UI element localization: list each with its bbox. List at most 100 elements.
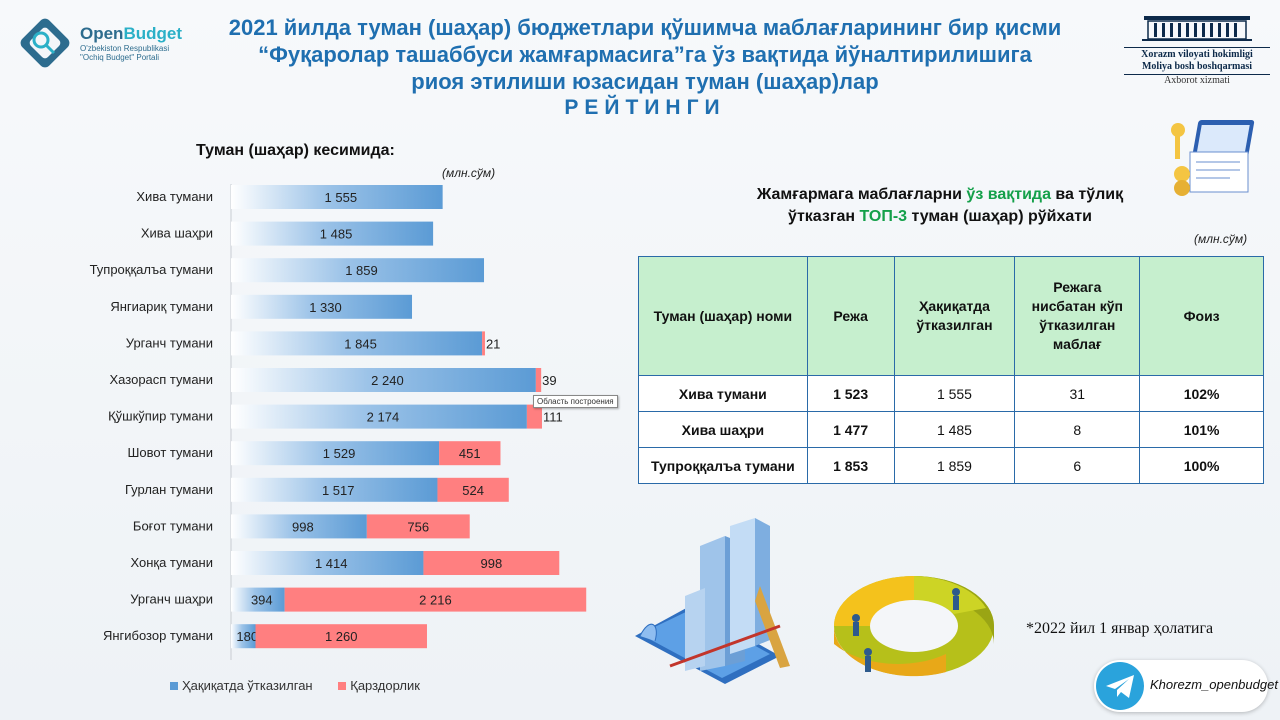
telegram-icon bbox=[1096, 662, 1144, 710]
table-unit: (млн.сўм) bbox=[1194, 232, 1248, 246]
legend-item-debt: Қарздорлик bbox=[338, 678, 420, 693]
bar-transferred bbox=[231, 624, 256, 649]
header-percent: Фоиз bbox=[1139, 256, 1264, 376]
legend-label-transferred: Ҳақиқатда ўтказилган bbox=[182, 678, 313, 693]
cell-plan: 1 853 bbox=[806, 447, 895, 484]
telegram-handle: Khorezm_openbudget bbox=[1150, 677, 1278, 692]
cell-district: Тупроққалъа тумани bbox=[638, 447, 808, 484]
bar-transferred bbox=[231, 221, 434, 246]
cell-district: Хива шаҳри bbox=[638, 411, 808, 448]
legend-swatch-blue bbox=[170, 682, 178, 690]
buildings-blueprint-illustration bbox=[635, 518, 790, 684]
category-label: Хазорасп тумани bbox=[110, 372, 213, 387]
hokimiyat-emblem: Xorazm viloyati hokimligi Moliya bosh bo… bbox=[1124, 12, 1270, 86]
category-label: Хонқа тумани bbox=[130, 555, 213, 570]
title-line-2: “Фуқаролар ташаббуси жамғармасига”га ўз … bbox=[258, 42, 1032, 67]
category-label: Қўшкўпир тумани bbox=[108, 409, 213, 424]
title-line-3: риоя этилиши юзасидан туман (шаҳар)лар bbox=[411, 69, 879, 94]
legend-item-transferred: Ҳақиқатда ўтказилган bbox=[170, 678, 313, 693]
chart-heading: Туман (шаҳар) кесимида: bbox=[196, 142, 395, 159]
date-note: *2022 йил 1 январ ҳолатига bbox=[1026, 620, 1214, 637]
bar-value-label: 1 529 bbox=[323, 446, 356, 461]
bar-value-label: 111 bbox=[543, 410, 563, 425]
bar-value-label: 998 bbox=[292, 519, 314, 534]
cell-over-plan: 6 bbox=[1014, 447, 1141, 484]
bar-value-label: 756 bbox=[407, 519, 429, 534]
category-label: Шовот тумани bbox=[128, 445, 213, 460]
bar-debt bbox=[255, 624, 427, 649]
category-label: Тупроққалъа тумани bbox=[90, 262, 213, 277]
cell-percent: 101% bbox=[1139, 411, 1264, 448]
title-line-4: РЕЙТИНГИ bbox=[564, 96, 726, 119]
top3-title: Жамғармага маблағларни ўз вақтида ва тўл… bbox=[756, 186, 1124, 225]
bar-value-label: 998 bbox=[481, 556, 503, 571]
bar-value-label: 1 517 bbox=[322, 483, 355, 498]
chart-legend: Ҳақиқатда ўтказилган Қарздорлик bbox=[170, 678, 442, 693]
category-label: Гурлан тумани bbox=[125, 482, 213, 497]
document-money-icon bbox=[1171, 120, 1255, 196]
bar-value-label: 1 485 bbox=[320, 227, 353, 242]
building-icon bbox=[1142, 16, 1252, 41]
bar-transferred bbox=[231, 441, 440, 466]
cell-over-plan: 8 bbox=[1014, 411, 1141, 448]
telegram-link[interactable]: Khorezm_openbudget bbox=[1094, 660, 1278, 712]
bar-debt bbox=[482, 331, 485, 356]
plot-area-tooltip: Область построения bbox=[533, 395, 618, 408]
category-label: Урганч шаҳри bbox=[130, 592, 213, 607]
table-row: Тупроққалъа тумани 1 853 1 859 6 100% bbox=[638, 447, 1264, 484]
bar-transferred bbox=[231, 185, 443, 209]
bar-transferred bbox=[231, 258, 485, 283]
bar-value-label: 2 240 bbox=[371, 373, 404, 388]
cell-district: Хива тумани bbox=[638, 375, 808, 412]
category-label: Урганч тумани bbox=[126, 335, 213, 350]
table-header-row: Туман (шаҳар) номи Режа Ҳақиқатда ўткази… bbox=[638, 256, 1264, 376]
bar-value-label: 2 216 bbox=[419, 593, 452, 608]
cell-percent: 102% bbox=[1139, 375, 1264, 412]
brand-name: OpenBudget bbox=[80, 24, 182, 43]
top3-table: Туман (шаҳар) номи Режа Ҳақиқатда ўткази… bbox=[638, 256, 1264, 484]
cell-actual: 1 555 bbox=[893, 375, 1016, 412]
category-label: Янгиариқ тумани bbox=[110, 299, 213, 314]
page-title: 2021 йилда туман (шаҳар) бюджетлари қўши… bbox=[180, 14, 1110, 121]
bar-value-label: 1 845 bbox=[344, 336, 377, 351]
chart-unit: (млн.сўм) bbox=[442, 166, 496, 180]
pie-people-illustration bbox=[833, 576, 994, 677]
bar-value-label: 2 174 bbox=[367, 410, 400, 425]
header-district: Туман (шаҳар) номи bbox=[638, 256, 808, 376]
bar-value-label: 1 330 bbox=[309, 300, 342, 315]
table-row: Хива шаҳри 1 477 1 485 8 101% bbox=[638, 411, 1264, 448]
bar-value-label: 180 bbox=[236, 629, 258, 644]
legend-swatch-red bbox=[338, 682, 347, 690]
hokim-line-3: Axborot xizmati bbox=[1164, 75, 1230, 86]
header-over-plan: Режага нисбатан кўп ўтказилган маблағ bbox=[1014, 256, 1141, 376]
bar-value-label: 1 859 bbox=[345, 263, 378, 278]
bar-value-label: 524 bbox=[462, 483, 484, 498]
category-label: Хива тумани bbox=[136, 189, 213, 204]
bar-debt bbox=[439, 441, 501, 466]
category-label: Хива шаҳри bbox=[141, 226, 213, 241]
openbudget-logo: OpenBudget O'zbekiston Respublikasi "Och… bbox=[14, 12, 184, 74]
cell-plan: 1 477 bbox=[806, 411, 895, 448]
category-label: Янгибозор тумани bbox=[103, 628, 213, 643]
bar-debt bbox=[366, 514, 470, 539]
bar-transferred bbox=[231, 587, 285, 612]
bar-debt bbox=[526, 404, 542, 429]
table-row: Хива тумани 1 523 1 555 31 102% bbox=[638, 375, 1264, 412]
cell-actual: 1 485 bbox=[893, 411, 1016, 448]
bar-transferred bbox=[231, 514, 367, 539]
bar-transferred bbox=[231, 404, 527, 429]
header-plan: Режа bbox=[806, 256, 895, 376]
bar-value-label: 39 bbox=[542, 373, 556, 388]
bar-value-label: 1 555 bbox=[325, 190, 358, 205]
hokim-line-2: Moliya bosh boshqarmasi bbox=[1124, 61, 1270, 75]
header-actual: Ҳақиқатда ўтказилган bbox=[893, 256, 1016, 376]
openbudget-logo-icon bbox=[20, 18, 70, 68]
bar-debt bbox=[423, 551, 560, 575]
bar-value-label: 451 bbox=[459, 446, 481, 461]
cell-actual: 1 859 bbox=[893, 447, 1016, 484]
bar-value-label: 1 414 bbox=[315, 556, 348, 571]
paper-plane-icon bbox=[1106, 675, 1134, 698]
bar-value-label: 21 bbox=[486, 336, 500, 351]
legend-label-debt: Қарздорлик bbox=[350, 678, 420, 693]
